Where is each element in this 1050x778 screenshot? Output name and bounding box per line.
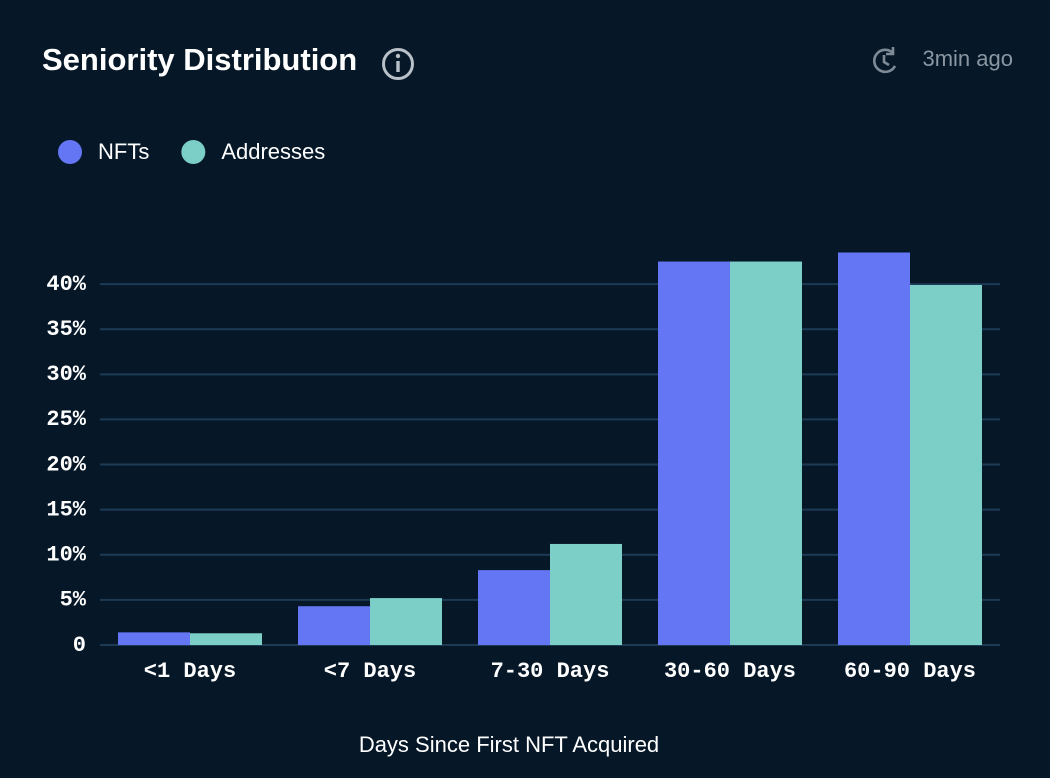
refresh-icon[interactable] (873, 47, 897, 74)
bar (298, 606, 370, 645)
legend-swatch (58, 140, 82, 164)
y-tick-label: 25% (46, 407, 86, 432)
x-tick-label: 60-90 Days (844, 659, 976, 684)
bar (910, 284, 982, 645)
bar (550, 543, 622, 645)
updated-time: 3min ago (922, 46, 1013, 71)
legend-label: NFTs (98, 139, 149, 164)
y-tick-label: 15% (46, 497, 86, 522)
bar (118, 632, 190, 645)
x-tick-label: <1 Days (144, 659, 236, 684)
y-tick-label: 10% (46, 543, 86, 568)
bar (658, 261, 730, 645)
bar (730, 261, 802, 645)
y-tick-label: 40% (46, 272, 86, 297)
bar (478, 570, 550, 645)
y-tick-label: 35% (46, 317, 86, 342)
chart-title: Seniority Distribution (42, 42, 357, 77)
bar (838, 252, 910, 646)
info-icon[interactable] (382, 48, 414, 80)
legend-swatch (181, 140, 206, 164)
y-tick-label: 30% (46, 362, 86, 387)
y-tick-label: 5% (60, 588, 87, 613)
bar (370, 598, 442, 645)
bar (190, 633, 262, 645)
y-tick-label: 0 (73, 633, 86, 658)
y-tick-label: 20% (46, 452, 86, 477)
x-tick-label: 30-60 Days (664, 659, 796, 684)
x-tick-label: <7 Days (324, 659, 416, 684)
x-tick-label: 7-30 Days (491, 659, 610, 684)
legend-label: Addresses (221, 139, 325, 164)
x-axis-title: Days Since First NFT Acquired (359, 732, 659, 757)
